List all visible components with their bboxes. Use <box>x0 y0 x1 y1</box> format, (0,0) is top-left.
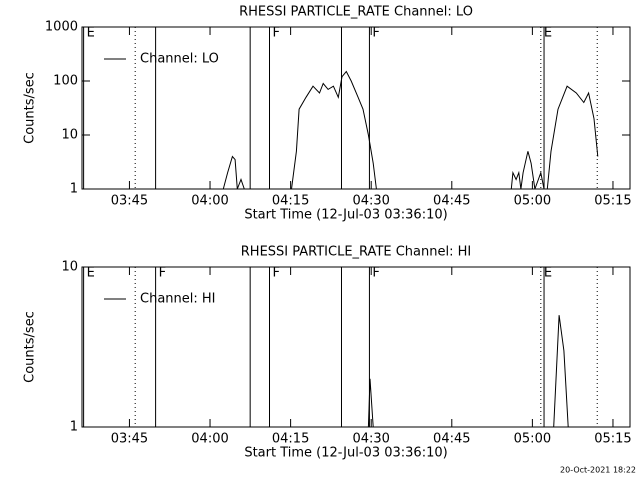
legend-label: Channel: HI <box>140 292 216 307</box>
x-tick-label: 04:15 <box>272 194 309 209</box>
flag-label: F <box>273 26 280 41</box>
y-axis-label: Counts/sec <box>23 72 38 144</box>
y-tick-label: 10 <box>61 128 78 143</box>
x-tick-label: 04:15 <box>272 432 309 447</box>
flag-label: F <box>273 266 280 281</box>
y-axis-label: Counts/sec <box>23 311 38 383</box>
x-tick-label: 04:45 <box>433 432 470 447</box>
y-tick-label: 1000 <box>45 20 78 35</box>
x-tick-label: 03:45 <box>111 432 148 447</box>
chart-title: RHESSI PARTICLE_RATE Channel: LO <box>239 5 473 20</box>
x-axis-label: Start Time (12-Jul-03 03:36:10) <box>244 208 447 223</box>
y-tick-label: 100 <box>53 74 78 89</box>
flag-label: F <box>159 266 166 281</box>
x-tick-label: 04:00 <box>191 194 228 209</box>
flag-label: F <box>372 266 379 281</box>
x-tick-label: 04:00 <box>191 432 228 447</box>
chart-title: RHESSI PARTICLE_RATE Channel: HI <box>241 245 471 260</box>
x-tick-label: 04:45 <box>433 194 470 209</box>
x-tick-label: 05:15 <box>594 432 631 447</box>
flag-label: E <box>87 26 95 41</box>
y-tick-label: 10 <box>61 260 78 275</box>
y-tick-label: 1 <box>70 420 78 435</box>
legend-label: Channel: LO <box>140 52 219 67</box>
x-tick-label: 03:45 <box>111 194 148 209</box>
x-tick-label: 04:30 <box>352 432 389 447</box>
x-tick-label: 05:15 <box>594 194 631 209</box>
flag-label: E <box>544 266 552 281</box>
x-tick-label: 05:00 <box>514 194 551 209</box>
flag-label: E <box>544 26 552 41</box>
plot-frame <box>81 26 631 190</box>
x-axis-label: Start Time (12-Jul-03 03:36:10) <box>244 446 447 461</box>
data-line <box>367 315 569 428</box>
footer: 20-Oct-2021 18:22 <box>560 466 636 475</box>
y-tick-label: 1 <box>70 182 78 197</box>
x-tick-label: 05:00 <box>514 432 551 447</box>
data-line <box>222 70 599 190</box>
plot-frame <box>81 266 631 428</box>
flag-label: E <box>87 266 95 281</box>
x-tick-label: 04:30 <box>352 194 389 209</box>
flag-label: F <box>372 26 379 41</box>
